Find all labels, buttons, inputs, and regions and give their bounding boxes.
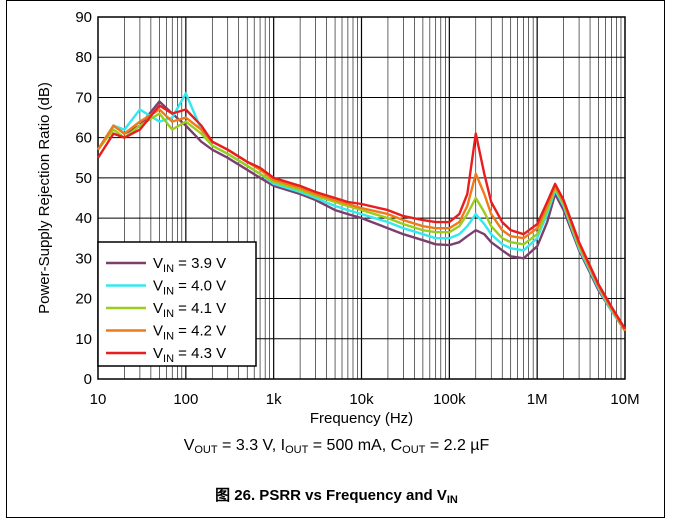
series-line: [96, 104, 627, 330]
legend-entry: VIN = 4.2 V: [153, 323, 226, 343]
figure-title-text: 图 26. PSRR vs Frequency and V: [215, 487, 447, 504]
series-line: [97, 112, 627, 332]
legend-entry: VIN = 4.1 V: [153, 300, 226, 320]
x-tick-label: 1M: [527, 391, 548, 408]
vout-value: = 3.3 V,: [217, 437, 281, 454]
x-tick-label: 100k: [433, 391, 466, 408]
vout-symbol: V: [183, 437, 195, 454]
y-tick-label: 70: [75, 89, 92, 106]
cout-symbol: C: [390, 437, 403, 454]
x-axis-label: Frequency (Hz): [310, 410, 413, 427]
x-tick-label: 1k: [266, 391, 282, 408]
x-tick-label: 10M: [610, 391, 639, 408]
y-tick-label: 50: [75, 170, 92, 187]
plot-area-border: [97, 16, 626, 380]
cout-value: = 2.2 µF: [425, 437, 490, 454]
iout-value: = 500 mA,: [308, 437, 391, 454]
iout-subscript: OUT: [285, 444, 309, 456]
series-line: [96, 100, 626, 332]
figure-title-subscript: IN: [446, 494, 458, 506]
x-tick-label: 100: [173, 391, 198, 408]
psrr-chart: 10 100 1k 10k 100k 1M 10M 0 10 20 30 40 50 60 70 80 90 Fr…: [36, 9, 640, 427]
y-tick-label: 40: [75, 210, 92, 227]
x-tick-label: 10: [90, 391, 107, 408]
figure-frame: [6, 0, 665, 518]
y-tick-label: 10: [75, 331, 92, 348]
y-tick-label: 80: [75, 49, 92, 66]
iout-symbol: I: [280, 437, 286, 454]
figure-title: 图 26. PSRR vs Frequency and VIN: [0, 484, 673, 506]
y-tick-label: 30: [75, 250, 92, 267]
y-tick-label: 60: [75, 130, 92, 147]
y-tick-label: 20: [75, 291, 92, 308]
test-conditions: VOUT = 3.3 V, IOUT = 500 mA, COUT = 2.2 …: [0, 437, 673, 456]
series-line: [96, 108, 627, 332]
legend-entry: VIN = 3.9 V: [153, 255, 226, 275]
vout-subscript: OUT: [194, 444, 218, 456]
x-tick-label: 10k: [349, 391, 374, 408]
legend-entry: VIN = 4.0 V: [153, 278, 226, 298]
series-line: [96, 92, 626, 332]
y-tick-label: 90: [75, 9, 92, 26]
y-tick-label: 0: [84, 371, 92, 388]
cout-subscript: OUT: [402, 444, 426, 456]
y-axis-label: Power-Supply Rejection Ratio (dB): [36, 82, 53, 314]
legend-entry: VIN = 4.3 V: [153, 345, 226, 365]
